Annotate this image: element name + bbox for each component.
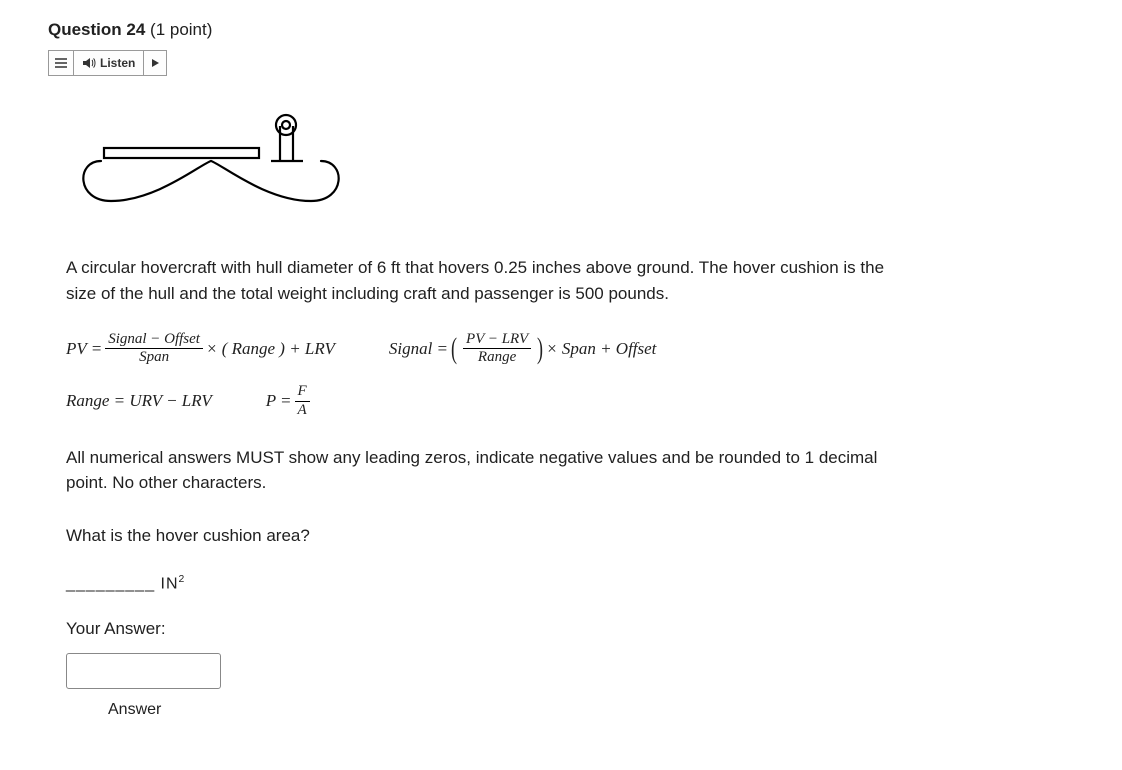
answer-blank: _________ IN2 bbox=[66, 574, 1074, 593]
formula-pv: PV = Signal − Offset Span × ( Range ) + … bbox=[66, 332, 335, 367]
listen-toolbar: Listen bbox=[48, 50, 167, 76]
listen-button[interactable]: Listen bbox=[74, 51, 144, 75]
formula-signal: Signal = ( PV − LRV Range ) × Span + Off… bbox=[389, 332, 657, 367]
your-answer-label: Your Answer: bbox=[66, 619, 1074, 639]
answer-input[interactable] bbox=[66, 653, 221, 689]
instructions-text: All numerical answers MUST show any lead… bbox=[66, 445, 886, 496]
play-icon[interactable] bbox=[144, 51, 166, 75]
menu-icon[interactable] bbox=[49, 51, 74, 75]
answer-caption: Answer bbox=[108, 701, 1074, 719]
formula-block: PV = Signal − Offset Span × ( Range ) + … bbox=[66, 332, 1074, 419]
formula-range: Range = URV − LRV bbox=[66, 391, 212, 411]
formula-p: P = F A bbox=[266, 384, 313, 419]
question-number: Question 24 bbox=[48, 20, 145, 39]
hovercraft-diagram bbox=[48, 100, 1074, 245]
question-prompt: What is the hover cushion area? bbox=[66, 526, 1074, 546]
listen-label: Listen bbox=[100, 56, 135, 70]
question-header: Question 24 (1 point) bbox=[48, 20, 1074, 40]
problem-text: A circular hovercraft with hull diameter… bbox=[66, 255, 886, 308]
question-points: (1 point) bbox=[145, 20, 212, 39]
